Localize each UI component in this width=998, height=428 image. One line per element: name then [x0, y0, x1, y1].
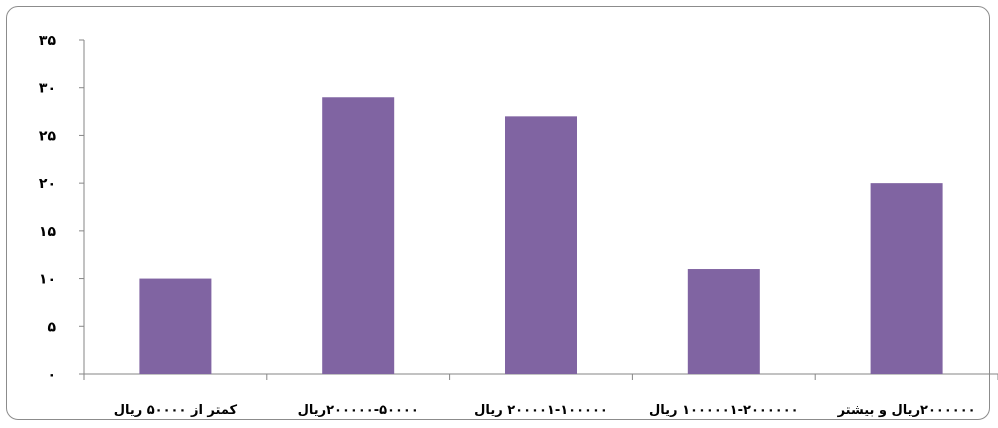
bar	[870, 183, 943, 374]
bar	[687, 269, 760, 374]
x-category-label: ۲۰۰۰۰۱-۱۰۰۰۰۰ ریال	[474, 403, 608, 418]
y-tick-label: ۳۰	[39, 81, 56, 97]
x-category-label: کمتر از ۵۰۰۰۰ ریال	[114, 403, 238, 418]
bar	[139, 278, 212, 374]
bar	[322, 97, 395, 374]
y-tick-label: ۳۵	[39, 33, 57, 49]
bar	[505, 116, 577, 374]
x-category-label: ۲۰۰۰۰۰۰ریال و بیشتر	[837, 403, 976, 418]
x-category-label: ۲۰۰۰۰۰-۵۰۰۰۰ریال	[298, 403, 419, 418]
y-tick-label: ۲۰	[39, 176, 56, 192]
y-tick-label: ۱۵	[39, 224, 57, 240]
y-tick-label: ۲۵	[39, 128, 57, 144]
y-tick-label: ۵	[47, 319, 56, 335]
x-category-label: ۱۰۰۰۰۰۱-۲۰۰۰۰۰۰ ریال	[649, 403, 799, 418]
y-tick-label: ۰	[47, 367, 56, 383]
y-tick-label: ۱۰	[39, 272, 56, 288]
